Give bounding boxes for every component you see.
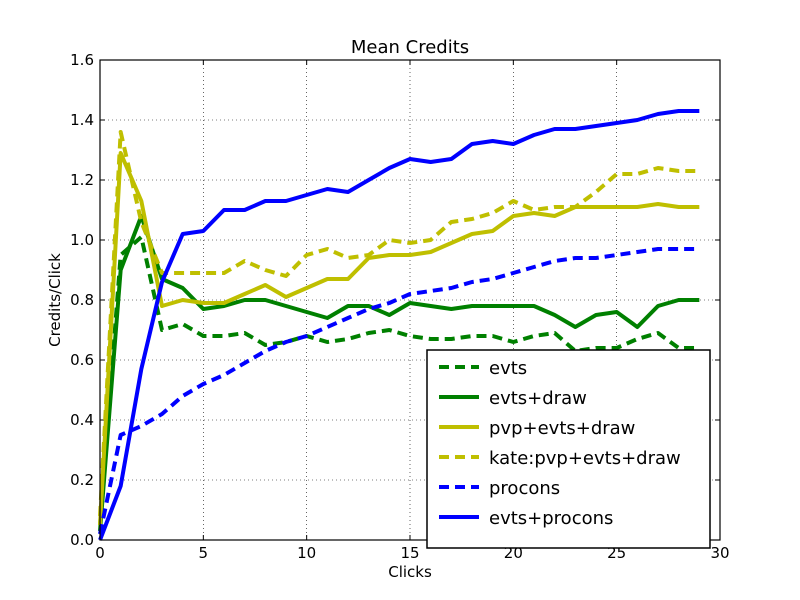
- legend-label: evts+procons: [489, 508, 613, 529]
- legend-label: evts+draw: [489, 388, 587, 409]
- series-line-evts-draw: [98, 214, 700, 532]
- y-tick-label: 0.4: [70, 411, 94, 429]
- y-axis-label: Credits/Click: [46, 253, 64, 347]
- series-line-evts: [98, 235, 700, 526]
- axis-ticks: 0 5 10 15 20 25 300.00.20.40.60.81.01.21.41.6: [70, 51, 729, 562]
- x-tick-label: 30: [710, 544, 729, 562]
- y-tick-label: 0.8: [70, 291, 94, 309]
- y-tick-label: 1.6: [70, 51, 94, 69]
- x-tick-label: 15: [400, 544, 419, 562]
- x-tick-label: 0: [95, 544, 105, 562]
- legend-label: kate:pvp+evts+draw: [489, 448, 681, 469]
- y-tick-label: 1.0: [70, 231, 94, 249]
- legend-label: pvp+evts+draw: [489, 418, 635, 439]
- y-tick-label: 1.2: [70, 171, 94, 189]
- chart-title: Mean Credits: [351, 37, 469, 58]
- y-tick-label: 0.2: [70, 471, 94, 489]
- x-tick-label: 10: [297, 544, 316, 562]
- y-tick-label: 1.4: [70, 111, 94, 129]
- plot-frame: [99, 59, 721, 541]
- x-axis-label: Clicks: [388, 563, 432, 581]
- series-lines: [98, 109, 700, 541]
- series-line-evts-procons: [98, 109, 700, 541]
- series-line-pvp-evts-draw: [98, 151, 700, 526]
- legend-label: evts: [489, 358, 527, 379]
- y-tick-label: 0.6: [70, 351, 94, 369]
- legend-label: procons: [489, 478, 560, 499]
- legend: evts evts+draw pvp+evts+draw kate:pvp+evts+…: [426, 349, 711, 549]
- x-tick-label: 5: [199, 544, 209, 562]
- series-line-procons: [98, 247, 700, 535]
- y-tick-label: 0.0: [70, 531, 94, 549]
- series-line-kate-pvp-evts-draw: [98, 130, 700, 517]
